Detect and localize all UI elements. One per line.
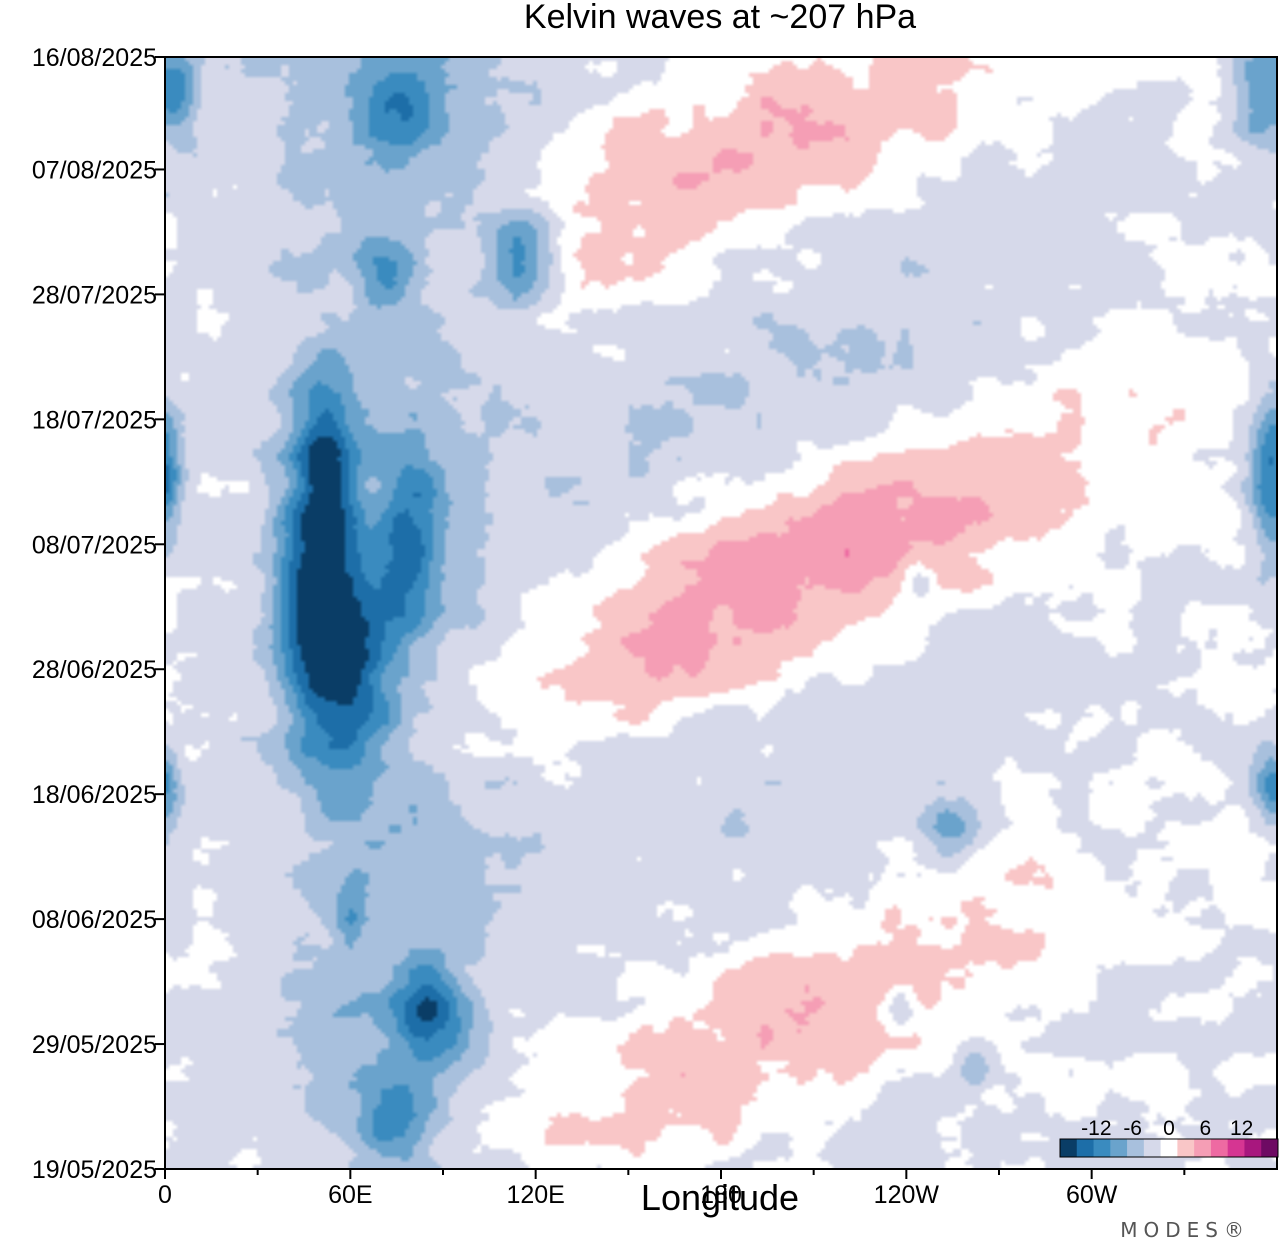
y-tick-label: 16/08/2025 (32, 44, 157, 72)
y-axis: 19/05/2025 29/05/2025 08/06/2025 18/06/2025… (32, 44, 165, 1184)
y-tick-label: 07/08/2025 (32, 156, 157, 184)
y-tick-label: 28/06/2025 (32, 656, 157, 684)
x-tick-label: 60W (1066, 1181, 1118, 1209)
x-tick-label: 180 (700, 1181, 742, 1209)
y-tick-label: 08/07/2025 (32, 531, 157, 559)
colorbar-label: -6 (1123, 1117, 1142, 1140)
y-tick-label: 08/06/2025 (32, 906, 157, 934)
y-tick-label: 18/07/2025 (32, 406, 157, 434)
colorbar-label: 6 (1199, 1117, 1211, 1140)
colorbar-swatch (1143, 1139, 1162, 1157)
x-tick-label: 60E (328, 1181, 372, 1209)
y-tick-label: 18/06/2025 (32, 781, 157, 809)
colorbar-swatch (1227, 1139, 1245, 1157)
x-axis-label: Longitude (641, 1177, 799, 1218)
colorbar-swatch (1060, 1139, 1078, 1157)
anomaly-field (165, 57, 1277, 1169)
chart-title: Kelvin waves at ~207 hPa (524, 0, 916, 36)
colorbar-swatch (1261, 1139, 1279, 1157)
colorbar-swatch (1177, 1139, 1195, 1157)
modes-logo: MODES® (1120, 1218, 1250, 1242)
y-tick-label: 28/07/2025 (32, 281, 157, 309)
colorbar-swatch (1210, 1139, 1229, 1157)
x-tick-label: 120E (506, 1181, 564, 1209)
colorbar-label: -12 (1081, 1117, 1111, 1140)
colorbar-swatch (1194, 1139, 1212, 1157)
plot-area (164, 56, 1278, 1170)
colorbar: -12 -6 0 6 12 (1059, 1117, 1279, 1158)
x-axis: 0 60E 120E 180 120W 60W (158, 1169, 1186, 1209)
colorbar-swatch (1127, 1139, 1145, 1157)
x-tick-label: 0 (158, 1181, 172, 1209)
colorbar-swatch (1244, 1139, 1262, 1157)
colorbar-swatch (1160, 1139, 1178, 1157)
colorbar-swatch (1110, 1139, 1128, 1157)
colorbar-label: 12 (1230, 1117, 1253, 1140)
colorbar-frame (1059, 1138, 1279, 1158)
x-tick-label: 120W (874, 1181, 940, 1209)
colorbar-swatch (1076, 1139, 1095, 1157)
y-tick-label: 19/05/2025 (32, 1156, 157, 1184)
colorbar-label: 0 (1163, 1117, 1175, 1140)
y-tick-label: 29/05/2025 (32, 1031, 157, 1059)
colorbar-swatch (1093, 1139, 1111, 1157)
